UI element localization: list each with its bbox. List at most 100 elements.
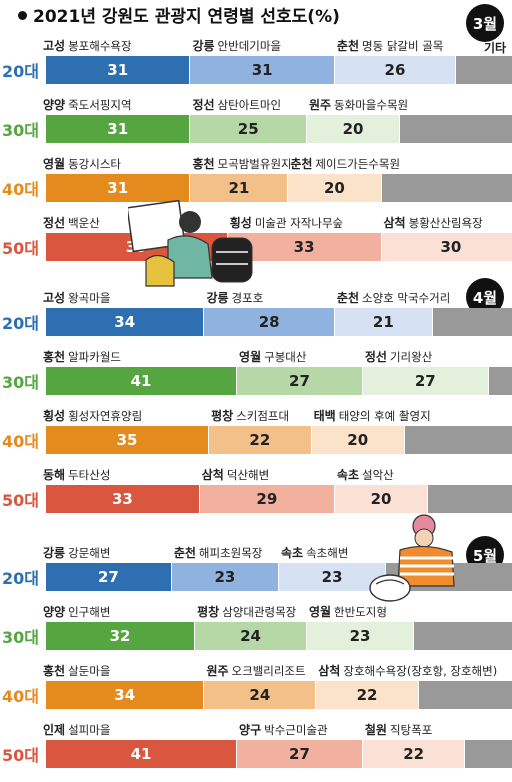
destination-label: 춘천 제이드가든수목원 [290, 157, 401, 171]
bar-value-label: 22 [403, 745, 425, 763]
region-name: 고성 [43, 39, 66, 53]
bar-value-label: 27 [289, 745, 310, 763]
destination-label: 강릉 강문해변 [43, 546, 111, 560]
place-name: 봉포해수욕장 [68, 39, 132, 53]
bar-value-label: 31 [107, 120, 129, 138]
region-name: 양구 [239, 723, 262, 737]
region-name: 강릉 [192, 39, 215, 53]
bar-value-label: 32 [109, 627, 131, 645]
place-name: 두타산성 [68, 468, 111, 482]
region-name: 인제 [43, 723, 66, 737]
place-name: 죽도서핑지역 [68, 98, 132, 112]
destination-label: 원주 동화마을수목원 [308, 98, 409, 112]
age-label: 50대 [2, 491, 39, 510]
region-name: 철원 [364, 723, 387, 737]
region-name: 평창 [197, 605, 220, 619]
bar-value-label: 27 [414, 372, 436, 390]
bar-segment: 22 [316, 681, 418, 709]
bar-segment: 35 [46, 426, 209, 454]
place-name: 해피초원목장 [198, 546, 263, 560]
place-name: 한반도지형 [334, 605, 387, 619]
destination-label: 고성 왕곡마을 [43, 291, 111, 305]
region-name: 원주 [206, 664, 229, 678]
destination-label: 동해 두타산성 [43, 468, 111, 482]
bar-segment: 34 [46, 681, 204, 709]
chart-title: 2021년 강원도 관광지 연령별 선호도(%) [18, 2, 340, 27]
region-name: 정선 [364, 350, 387, 364]
age-label: 40대 [2, 432, 39, 451]
destination-label: 평창 스키점프대 [211, 409, 290, 423]
bar-segment-other [381, 174, 512, 202]
region-name: 동해 [43, 468, 66, 482]
region-name: 횡성 [43, 409, 66, 423]
region-name: 삼척 [318, 664, 341, 678]
bar-segment: 27 [237, 367, 362, 395]
age-label: 50대 [2, 239, 39, 258]
place-name: 동화마을수목원 [334, 98, 409, 112]
bar-segment: 20 [334, 485, 428, 513]
other-label: 기타 [484, 41, 507, 55]
destination-label: 영월 구봉대산 [239, 350, 307, 364]
bar-value-label: 23 [349, 627, 371, 645]
bar-value-label: 41 [130, 745, 152, 763]
place-name: 직탕폭포 [389, 723, 433, 737]
region-name: 홍천 [43, 664, 66, 678]
bar-value-label: 33 [111, 490, 133, 508]
place-name: 설악산 [362, 468, 394, 482]
bar-value-label: 24 [240, 627, 261, 645]
region-name: 홍천 [192, 157, 215, 171]
bar-segment: 31 [46, 56, 190, 84]
place-name: 구봉대산 [264, 350, 307, 364]
place-name: 기리왕산 [389, 350, 433, 364]
bar-segment: 29 [199, 485, 334, 513]
bar-value-label: 24 [249, 686, 271, 704]
place-name: 알파카월드 [68, 350, 121, 364]
bar-value-label: 34 [114, 686, 136, 704]
bar-segment-other [432, 308, 512, 336]
bar-value-label: 27 [289, 372, 310, 390]
bar-segment: 27 [362, 367, 488, 395]
place-name: 모곡밤벌유원지 [217, 157, 292, 171]
age-label: 20대 [2, 62, 39, 81]
bar-segment-other [414, 622, 512, 650]
bar-segment-other [418, 681, 512, 709]
region-name: 평창 [211, 409, 234, 423]
destination-label: 영월 한반도지형 [308, 605, 387, 619]
person-body-shape [167, 235, 213, 279]
region-name: 홍천 [43, 350, 66, 364]
bar-value-label: 31 [251, 61, 273, 79]
reading-person-illustration [128, 200, 253, 287]
month-badge-1: 3월 [466, 4, 504, 42]
destination-label: 속초 설악산 [336, 468, 394, 482]
bar-value-label: 20 [342, 120, 364, 138]
bar-value-label: 23 [214, 568, 236, 586]
bar-segment-other [465, 740, 512, 768]
bar-value-label: 23 [321, 568, 343, 586]
region-name: 횡성 [229, 216, 252, 230]
bar-segment: 20 [311, 426, 404, 454]
bar-segment-other [404, 426, 512, 454]
place-name: 왕곡마을 [68, 291, 111, 305]
destination-label: 정선 삼탄아트마인 [192, 98, 282, 112]
place-name: 오크밸리리조트 [231, 664, 306, 678]
bar-value-label: 29 [256, 490, 278, 508]
bar-segment-other [456, 56, 512, 84]
bar-value-label: 35 [116, 431, 138, 449]
destination-label: 속초 속초해변 [281, 546, 349, 560]
bar-segment: 27 [46, 563, 171, 591]
bar-segment: 24 [204, 681, 316, 709]
destination-label: 횡성 횡성자연휴양림 [43, 409, 143, 423]
bar-segment: 27 [237, 740, 362, 768]
bar-segment: 33 [46, 485, 199, 513]
region-name: 강릉 [43, 546, 66, 560]
region-name: 고성 [43, 291, 66, 305]
bar-segment: 31 [190, 56, 334, 84]
place-name: 횡성자연휴양림 [68, 409, 143, 423]
bullet-dot [18, 10, 27, 20]
place-name: 안반데기마을 [217, 39, 282, 53]
place-name: 미술관 자작나무숲 [254, 216, 344, 230]
place-name: 살둔마을 [68, 664, 111, 678]
region-name: 삼척 [201, 468, 224, 482]
destination-label: 인제 설피마을 [43, 723, 111, 737]
